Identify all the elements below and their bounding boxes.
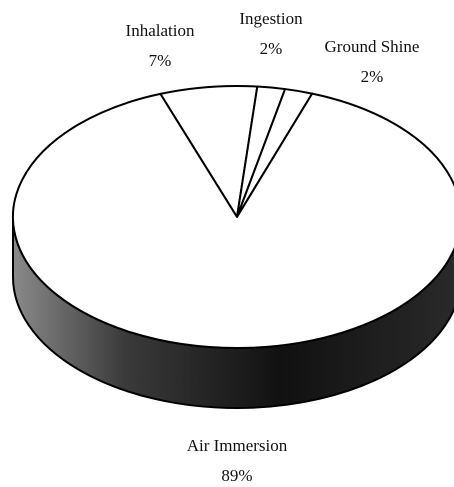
slice-value-label: 2% (361, 67, 384, 86)
slice-label: Ground Shine (325, 37, 420, 56)
pie-slice (12, 92, 454, 349)
slice-value-label: 89% (221, 466, 252, 485)
slice-label: Ingestion (239, 9, 303, 28)
slice-value-label: 7% (149, 51, 172, 70)
slice-value-label: 2% (260, 39, 283, 58)
slice-label: Inhalation (126, 21, 195, 40)
slice-label: Air Immersion (187, 436, 288, 455)
